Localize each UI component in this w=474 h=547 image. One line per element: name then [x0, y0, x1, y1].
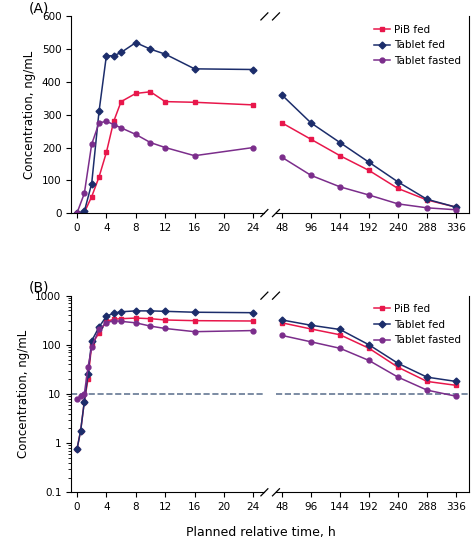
Line: Tablet fasted: Tablet fasted	[280, 155, 458, 212]
Tablet fasted	[395, 374, 401, 380]
PiB fed	[337, 153, 343, 159]
Tablet fasted	[453, 207, 459, 213]
PiB fed	[395, 185, 401, 192]
Line: PiB fed: PiB fed	[280, 120, 458, 210]
Text: Planned relative time, h: Planned relative time, h	[186, 526, 336, 539]
PiB fed	[424, 197, 430, 203]
Line: Tablet fasted: Tablet fasted	[280, 333, 458, 399]
Tablet fed	[453, 204, 459, 211]
PiB fed	[453, 382, 459, 388]
Y-axis label: Concentration, ng/mL: Concentration, ng/mL	[17, 330, 30, 458]
Tablet fed	[453, 378, 459, 385]
Tablet fed	[395, 179, 401, 185]
Tablet fasted	[308, 339, 314, 345]
PiB fed	[453, 204, 459, 211]
Tablet fasted	[337, 184, 343, 190]
Tablet fasted	[424, 387, 430, 393]
PiB fed	[279, 120, 285, 126]
PiB fed	[308, 325, 314, 332]
PiB fed	[395, 364, 401, 370]
Tablet fasted	[453, 393, 459, 399]
PiB fed	[366, 167, 372, 174]
Tablet fasted	[395, 201, 401, 207]
Tablet fasted	[366, 357, 372, 364]
Tablet fed	[337, 326, 343, 333]
Text: (A): (A)	[28, 1, 49, 15]
Legend: PiB fed, Tablet fed, Tablet fasted: PiB fed, Tablet fed, Tablet fasted	[371, 22, 464, 69]
PiB fed	[337, 331, 343, 338]
Line: PiB fed: PiB fed	[280, 321, 458, 388]
Tablet fasted	[279, 154, 285, 161]
Tablet fed	[366, 341, 372, 348]
Tablet fed	[366, 159, 372, 166]
Tablet fasted	[366, 192, 372, 199]
Legend: PiB fed, Tablet fed, Tablet fasted: PiB fed, Tablet fed, Tablet fasted	[371, 301, 464, 348]
Tablet fed	[308, 322, 314, 329]
Line: Tablet fed: Tablet fed	[280, 318, 458, 384]
Text: (B): (B)	[28, 281, 49, 294]
Tablet fasted	[424, 205, 430, 211]
Tablet fed	[395, 360, 401, 366]
PiB fed	[424, 378, 430, 385]
Line: Tablet fed: Tablet fed	[280, 92, 458, 210]
PiB fed	[279, 319, 285, 326]
Tablet fasted	[308, 172, 314, 179]
Tablet fed	[308, 120, 314, 126]
Tablet fed	[279, 317, 285, 323]
PiB fed	[308, 136, 314, 143]
Tablet fed	[337, 139, 343, 146]
Tablet fasted	[279, 332, 285, 339]
Tablet fed	[424, 374, 430, 380]
Y-axis label: Concentration, ng/mL: Concentration, ng/mL	[23, 51, 36, 179]
Tablet fed	[279, 92, 285, 98]
Tablet fed	[424, 196, 430, 202]
PiB fed	[366, 345, 372, 352]
Tablet fasted	[337, 345, 343, 352]
